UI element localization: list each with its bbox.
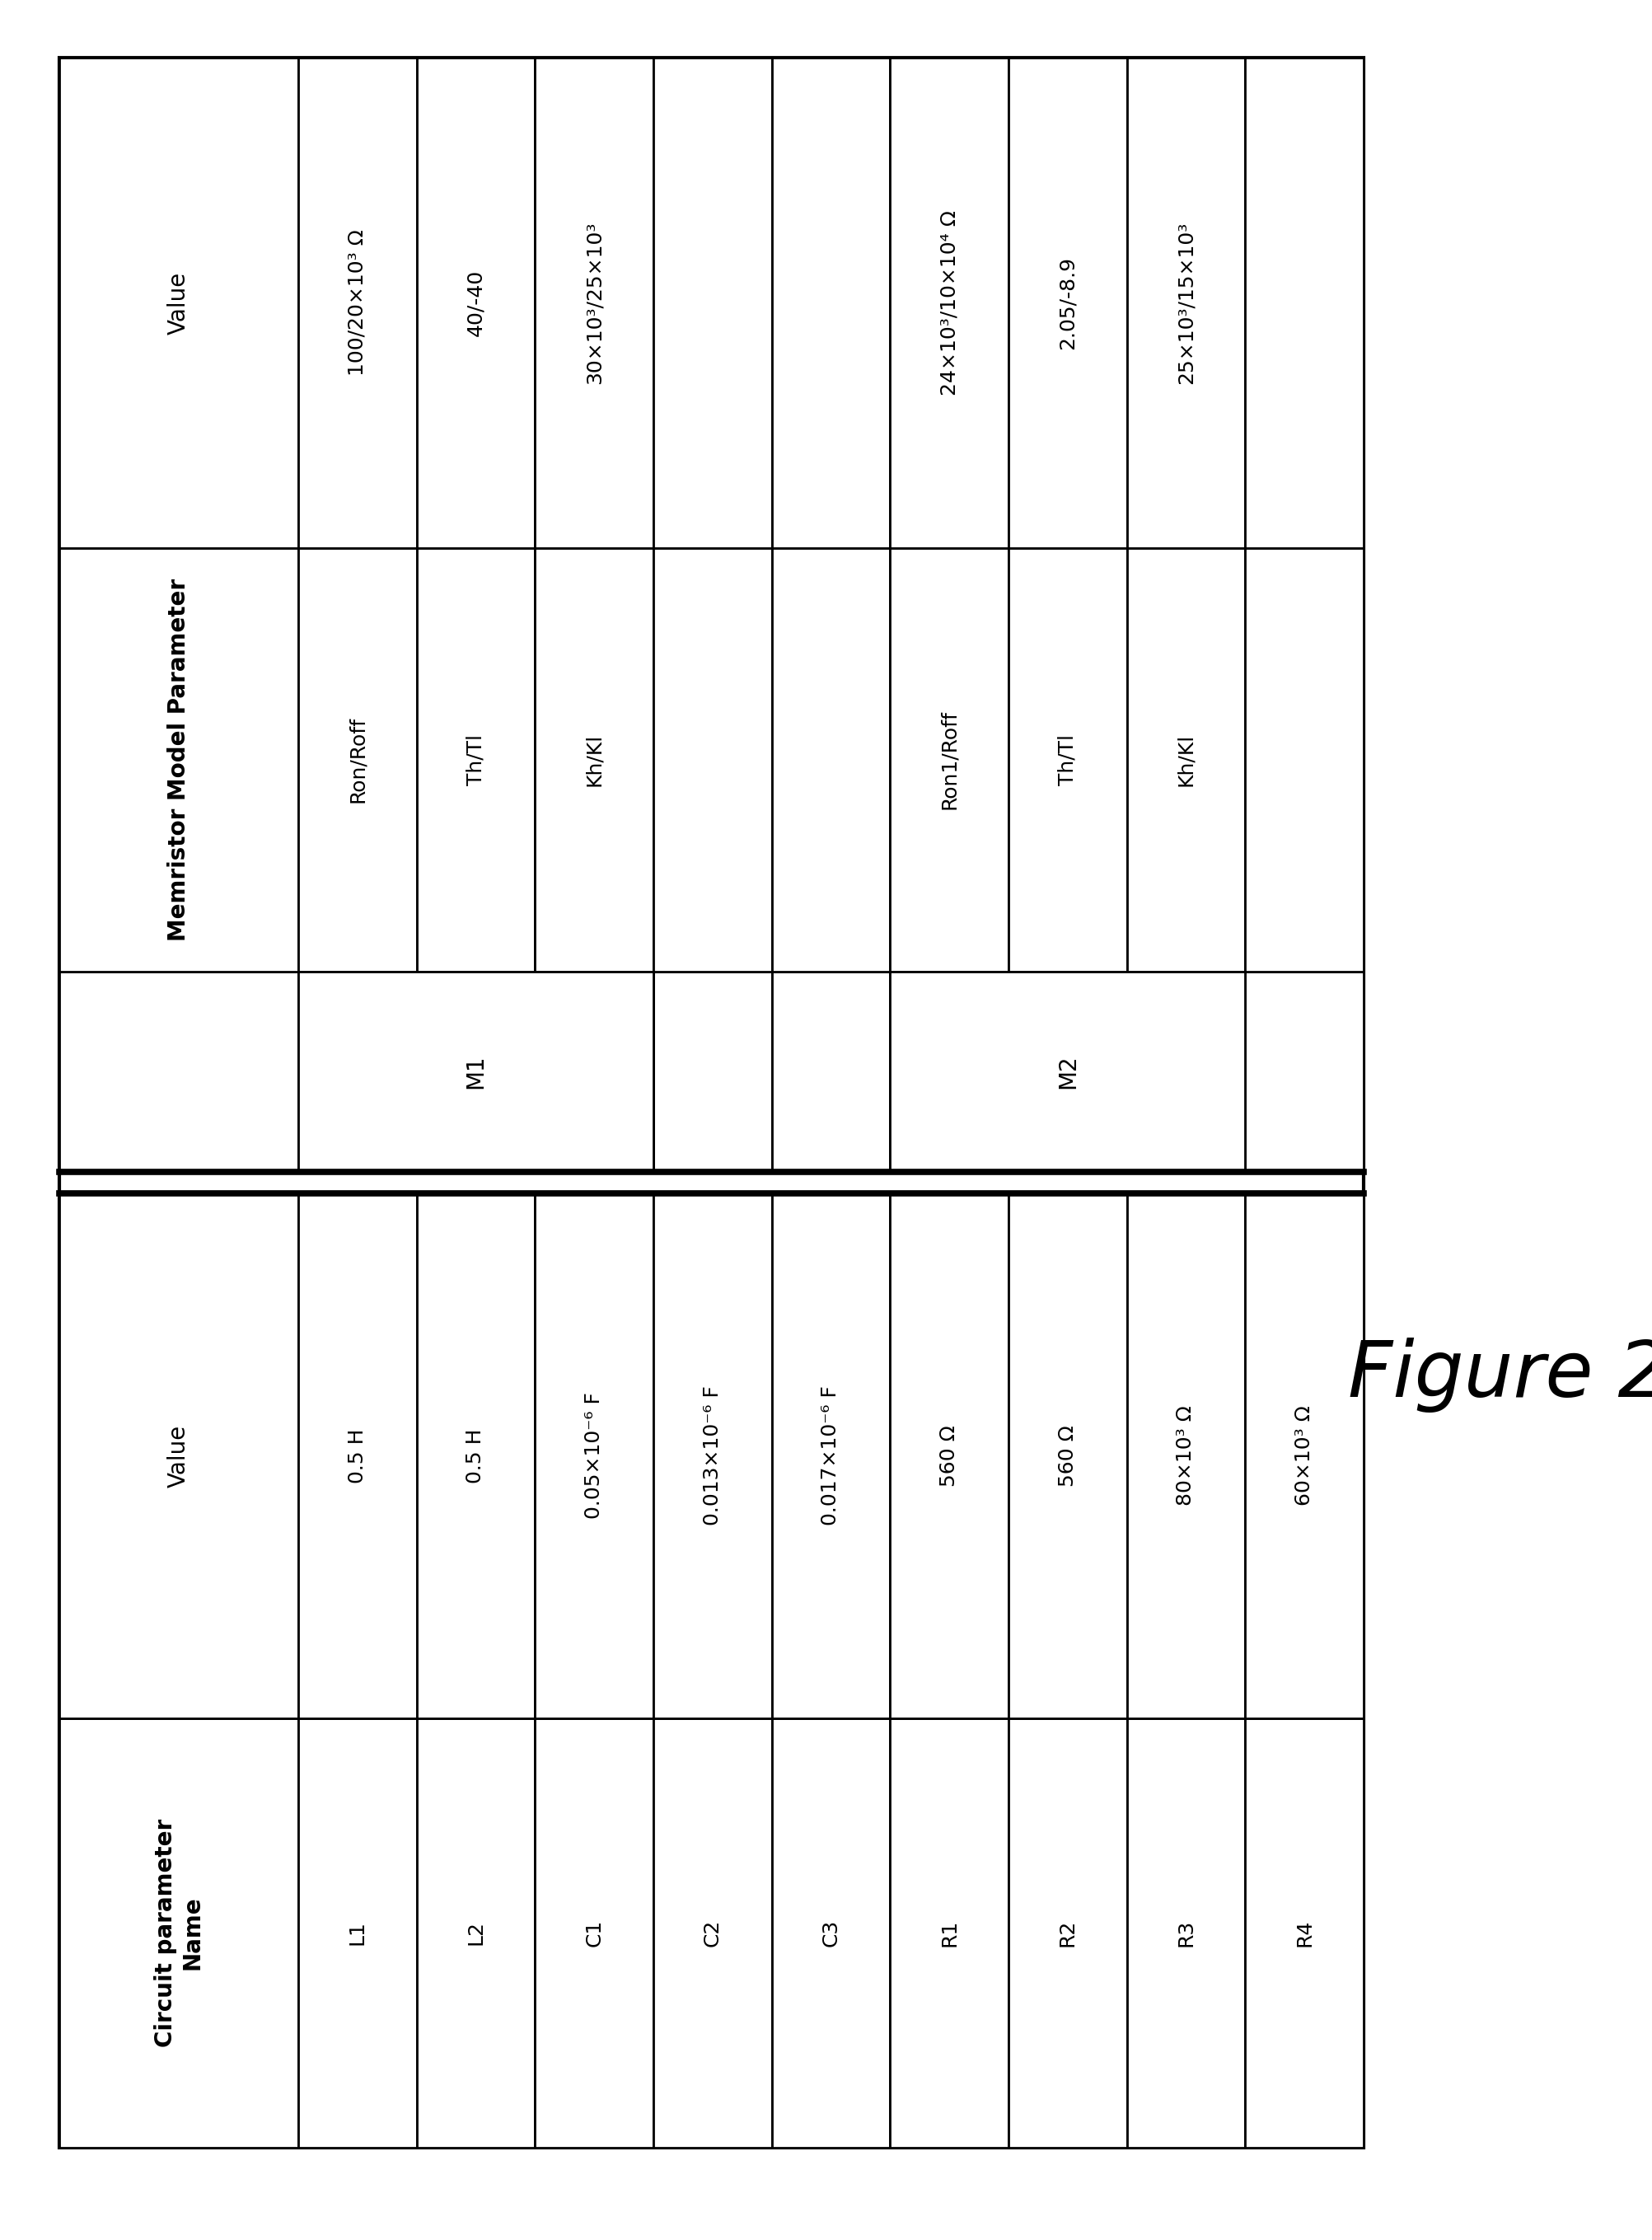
Bar [890, 1718, 1008, 2148]
Bar [59, 1718, 299, 2148]
Bar [299, 972, 416, 1172]
Text: 0.5 H: 0.5 H [466, 1429, 486, 1483]
Bar [535, 1194, 654, 1718]
Bar [1008, 972, 1127, 1172]
Bar [299, 1718, 416, 2148]
Text: Ron1/Roff: Ron1/Roff [940, 710, 960, 809]
Bar [771, 1194, 890, 1718]
Text: R1: R1 [940, 1920, 960, 1947]
Bar [535, 58, 654, 549]
Bar [1008, 1194, 1127, 1718]
Bar [1246, 1718, 1363, 2148]
Text: M2: M2 [1056, 1055, 1079, 1089]
Bar [299, 1194, 416, 1718]
Text: 2.05/-8.9: 2.05/-8.9 [1057, 255, 1077, 349]
Bar [771, 972, 890, 1172]
Bar [1127, 1194, 1246, 1718]
Bar [654, 58, 771, 549]
Text: Ron/Roff: Ron/Roff [347, 717, 367, 802]
Text: Circuit parameter
Name: Circuit parameter Name [154, 1819, 203, 2047]
Bar [654, 549, 771, 972]
Bar [59, 549, 299, 972]
Bar [299, 549, 416, 972]
Bar [654, 1194, 771, 1718]
Text: 60×10³ Ω: 60×10³ Ω [1295, 1404, 1315, 1505]
Text: Kh/Kl: Kh/Kl [585, 732, 605, 786]
Text: 0.05×10⁻⁶ F: 0.05×10⁻⁶ F [585, 1393, 605, 1519]
Bar [1246, 1194, 1363, 1718]
Bar [416, 1194, 535, 1718]
Bar [1008, 58, 1127, 549]
Text: C3: C3 [821, 1920, 841, 1947]
Bar [1246, 972, 1363, 1172]
Bar [59, 972, 299, 1172]
Text: 30×10³/25×10³: 30×10³/25×10³ [585, 222, 605, 383]
Bar [771, 58, 890, 549]
Text: 0.013×10⁻⁶ F: 0.013×10⁻⁶ F [702, 1387, 722, 1525]
Text: C1: C1 [585, 1920, 605, 1947]
Bar [654, 972, 771, 1172]
Text: Figure 2: Figure 2 [1348, 1337, 1652, 1411]
Text: 0.5 H: 0.5 H [347, 1429, 367, 1483]
Bar [299, 972, 654, 1172]
Bar [1246, 58, 1363, 549]
Bar [1127, 972, 1246, 1172]
Text: M1: M1 [464, 1055, 487, 1089]
Text: 25×10³/15×10³: 25×10³/15×10³ [1176, 222, 1196, 383]
Text: 560 Ω: 560 Ω [1057, 1425, 1077, 1487]
Text: 40/-40: 40/-40 [466, 269, 486, 336]
Bar [299, 972, 654, 1172]
Text: R4: R4 [1295, 1920, 1315, 1947]
Bar [654, 1718, 771, 2148]
Bar [59, 58, 299, 549]
Text: Kh/Kl: Kh/Kl [1176, 732, 1196, 786]
Bar [59, 58, 1363, 2148]
Text: Value: Value [167, 271, 190, 334]
Text: 560 Ω: 560 Ω [940, 1425, 960, 1487]
Bar [416, 1718, 535, 2148]
Bar [1008, 1718, 1127, 2148]
Text: L2: L2 [466, 1920, 486, 1944]
Bar [416, 549, 535, 972]
Text: R3: R3 [1176, 1920, 1196, 1947]
Text: C2: C2 [702, 1920, 722, 1947]
Text: Th/Tl: Th/Tl [466, 735, 486, 786]
Text: 24×10³/10×10⁴ Ω: 24×10³/10×10⁴ Ω [940, 211, 960, 396]
Bar [890, 549, 1008, 972]
Bar [890, 58, 1008, 549]
Bar [535, 1718, 654, 2148]
Bar [416, 972, 535, 1172]
Text: 100/20×10³ Ω: 100/20×10³ Ω [347, 228, 367, 376]
Bar [1008, 549, 1127, 972]
Bar [535, 549, 654, 972]
Text: Value: Value [167, 1425, 190, 1487]
Text: Th/Tl: Th/Tl [1057, 735, 1077, 786]
Bar [771, 549, 890, 972]
Text: L1: L1 [347, 1920, 367, 1944]
Text: 0.017×10⁻⁶ F: 0.017×10⁻⁶ F [821, 1387, 841, 1525]
Bar [1246, 549, 1363, 972]
Text: R2: R2 [1057, 1920, 1077, 1947]
Bar [1127, 58, 1246, 549]
Bar [416, 58, 535, 549]
Bar [1127, 1718, 1246, 2148]
Bar [299, 58, 416, 549]
Text: Memristor Model Parameter: Memristor Model Parameter [167, 578, 190, 941]
Text: 80×10³ Ω: 80×10³ Ω [1176, 1404, 1196, 1505]
Bar [1127, 549, 1246, 972]
Bar [771, 1718, 890, 2148]
Bar [890, 972, 1008, 1172]
Bar [890, 1194, 1008, 1718]
Bar [890, 972, 1246, 1172]
Bar [535, 972, 654, 1172]
Bar [59, 1194, 299, 1718]
